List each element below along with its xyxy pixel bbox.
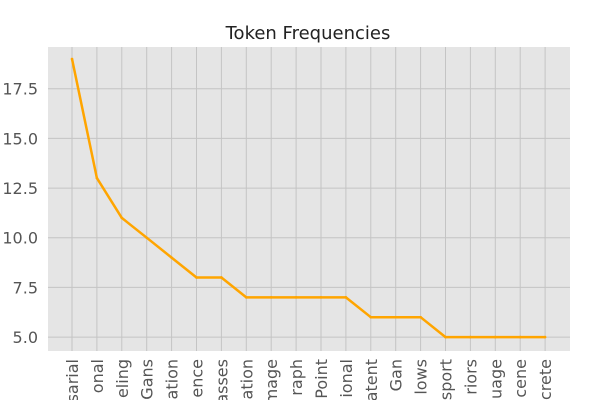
y-tick-label: 7.5 (13, 278, 38, 297)
data-point (145, 236, 148, 240)
plot-area (48, 47, 570, 351)
x-tick-label: ation (237, 359, 256, 399)
data-point (518, 335, 522, 339)
chart-title: Token Frequencies (225, 23, 391, 44)
data-point (195, 276, 198, 279)
series-line (70, 58, 546, 339)
data-point (494, 335, 497, 339)
data-point (344, 296, 348, 299)
x-tick-label: cene (511, 359, 530, 398)
y-tick-label: 10.0 (2, 229, 38, 248)
axis-ticks: 5.0 7.5 10.0 12.5 15.0 17.5 sarial onal eling Gan… (2, 80, 555, 400)
x-tick-label: mage (262, 359, 281, 400)
data-point (269, 296, 273, 299)
y-tick-label: 17.5 (2, 80, 38, 99)
data-point (245, 296, 248, 299)
data-point (444, 335, 447, 339)
x-tick-label: ence (188, 359, 207, 398)
series-layer (70, 57, 547, 339)
data-point (95, 176, 99, 180)
x-tick-label: uage (486, 359, 505, 399)
x-tick-label: Gans (138, 359, 157, 400)
data-point (294, 296, 298, 299)
grid-lines (48, 47, 570, 351)
y-tick-label: 5.0 (13, 328, 38, 347)
data-point (170, 256, 173, 259)
x-tick-label: ation (163, 359, 182, 399)
data-point (469, 335, 472, 339)
x-tick-label: crete (536, 359, 555, 400)
x-tick-label: sport (437, 359, 456, 400)
data-point (394, 315, 398, 319)
x-tick-label: riors (461, 359, 480, 395)
data-point (70, 57, 74, 61)
x-tick-label: Point (312, 359, 331, 399)
x-tick-label: asses (212, 359, 231, 400)
x-tick-label: ional (337, 359, 356, 398)
y-tick-label: 12.5 (2, 179, 38, 198)
x-tick-label: lows (412, 359, 431, 395)
data-point (543, 335, 547, 339)
data-point (319, 296, 323, 299)
x-tick-label: onal (88, 359, 107, 393)
x-tick-label: raph (287, 359, 306, 396)
x-tick-label: eling (113, 359, 132, 398)
x-tick-label: sarial (63, 359, 82, 400)
y-tick-label: 15.0 (2, 129, 38, 148)
data-point (220, 276, 223, 279)
x-tick-label: atent (362, 359, 381, 400)
data-point (120, 216, 124, 220)
data-point (419, 315, 422, 319)
x-tick-label: Gan (387, 359, 406, 391)
data-point (369, 315, 373, 319)
